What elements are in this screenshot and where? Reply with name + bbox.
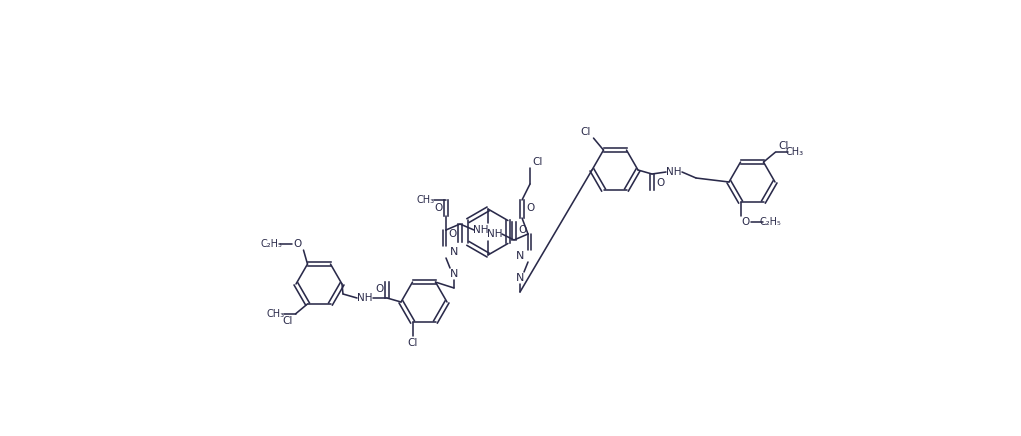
Text: N: N xyxy=(450,247,458,257)
Text: C₂H₅: C₂H₅ xyxy=(760,217,781,227)
Text: Cl: Cl xyxy=(580,127,591,137)
Text: O: O xyxy=(741,217,749,227)
Text: NH: NH xyxy=(487,229,502,239)
Text: Cl: Cl xyxy=(283,316,293,326)
Text: NH: NH xyxy=(474,225,489,235)
Text: CH₃: CH₃ xyxy=(785,147,804,157)
Text: CH₃: CH₃ xyxy=(417,195,435,205)
Text: N: N xyxy=(516,273,524,283)
Text: O: O xyxy=(293,239,301,249)
Text: N: N xyxy=(516,251,524,261)
Text: O: O xyxy=(434,203,442,213)
Text: O: O xyxy=(655,178,664,188)
Text: O: O xyxy=(448,229,456,239)
Text: CH₃: CH₃ xyxy=(266,309,285,319)
Text: C₂H₅: C₂H₅ xyxy=(260,239,283,249)
Text: Cl: Cl xyxy=(407,338,418,348)
Text: NH: NH xyxy=(667,167,682,177)
Text: Cl: Cl xyxy=(778,141,788,151)
Text: N: N xyxy=(450,269,458,279)
Text: O: O xyxy=(526,203,534,213)
Text: O: O xyxy=(375,284,383,294)
Text: O: O xyxy=(518,225,526,235)
Text: NH: NH xyxy=(357,293,373,303)
Text: Cl: Cl xyxy=(533,157,543,167)
